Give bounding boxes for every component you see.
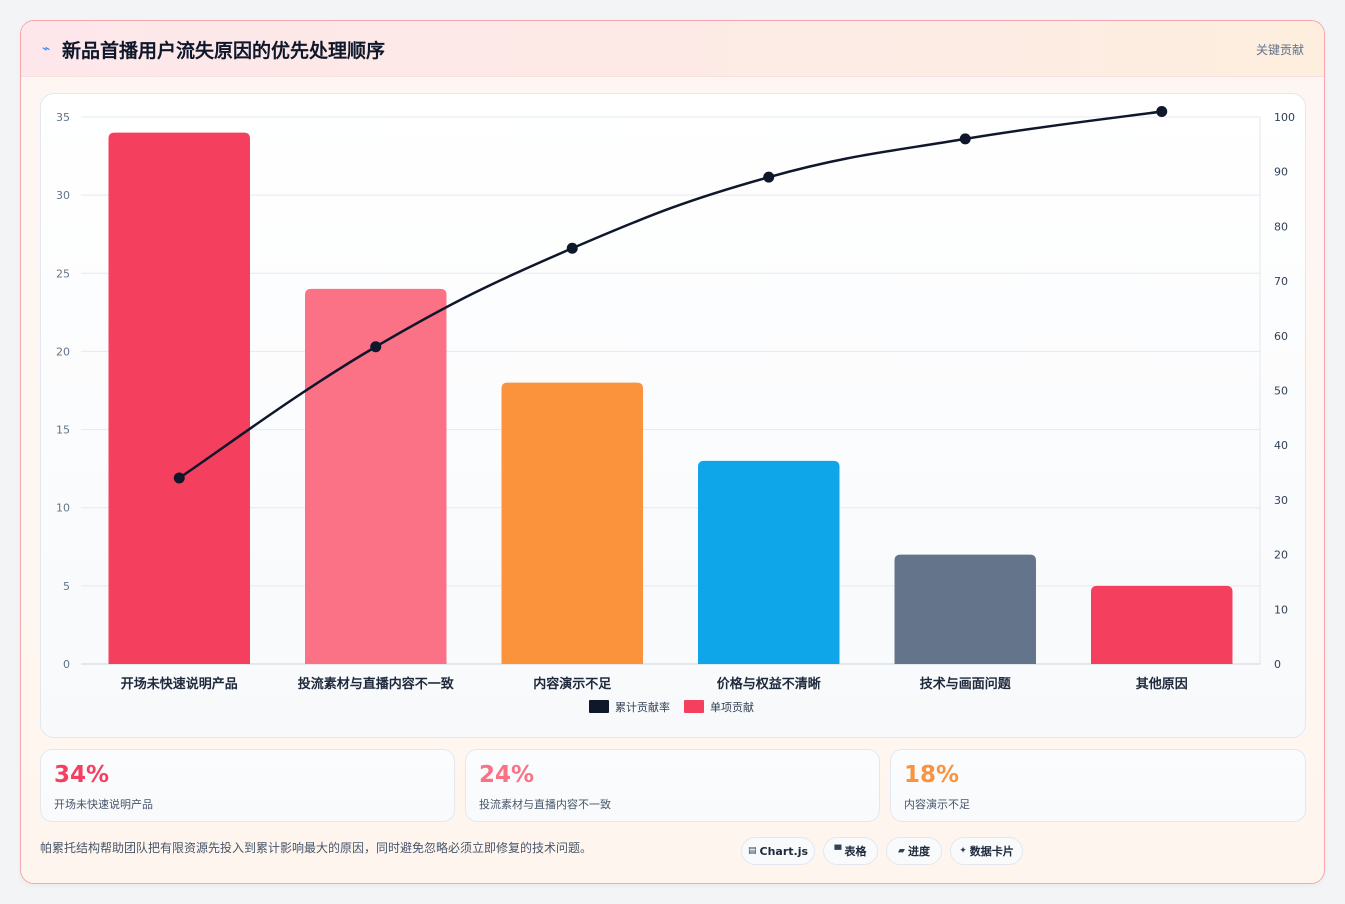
progress-icon: ▰ xyxy=(898,846,905,856)
legend-swatch xyxy=(684,700,704,713)
stat-value: 24% xyxy=(479,762,535,788)
x-tick-label: 价格与权益不清晰 xyxy=(717,676,821,692)
x-tick-label: 内容演示不足 xyxy=(533,676,612,692)
bar xyxy=(894,554,1036,664)
bar xyxy=(1091,585,1233,664)
line-point xyxy=(1156,106,1168,118)
stat-label: 内容演示不足 xyxy=(904,798,970,811)
y2-tick-label: 40 xyxy=(1274,439,1288,452)
stat-card: 34% 开场未快速说明产品 xyxy=(40,749,455,822)
y-tick-label: 20 xyxy=(56,345,70,358)
y-tick-label: 10 xyxy=(56,502,70,515)
bar xyxy=(108,132,250,665)
chart-icon: ⌁ xyxy=(42,41,51,57)
x-tick-label: 技术与画面问题 xyxy=(920,676,1012,692)
y2-tick-label: 20 xyxy=(1274,549,1288,562)
stat-card: 18% 内容演示不足 xyxy=(890,749,1306,822)
y-tick-label: 15 xyxy=(56,424,70,437)
stat-label: 开场未快速说明产品 xyxy=(54,798,153,811)
legend-label: 累计贡献率 xyxy=(615,700,670,714)
line-point xyxy=(959,133,971,145)
pill-label: 表格 xyxy=(844,845,867,858)
y-tick-label: 5 xyxy=(63,580,70,593)
stat-card: 24% 投流素材与直播内容不一致 xyxy=(465,749,880,822)
y2-tick-label: 100 xyxy=(1274,111,1295,124)
cumulative-line xyxy=(178,110,1162,480)
bar xyxy=(698,460,840,664)
chart-panel: 0 5 10 15 20 25 30 35 0 10 20 30 40 50 60 70 80 90 100 开场未快… xyxy=(40,93,1306,738)
pill-label: 数据卡片 xyxy=(969,845,1014,858)
chart-icon: ▤ xyxy=(747,846,757,856)
line-point xyxy=(370,341,382,353)
pareto-card: ⌁ 新品首播用户流失原因的优先处理顺序 关键贡献 0 5 10 15 20 25 30 35 0… xyxy=(20,20,1325,884)
x-tick-label: 投流素材与直播内容不一致 xyxy=(298,676,455,692)
y-tick-label: 30 xyxy=(56,189,70,202)
y-tick-label: 35 xyxy=(56,111,70,124)
x-tick-label: 其他原因 xyxy=(1136,676,1188,692)
y2-tick-label: 50 xyxy=(1274,385,1288,398)
table-icon: ▀ xyxy=(834,846,842,856)
y2-tick-label: 10 xyxy=(1274,603,1288,616)
page-title: 新品首播用户流失原因的优先处理顺序 xyxy=(62,40,386,62)
y2-tick-label: 30 xyxy=(1274,494,1288,507)
legend-label: 单项贡献 xyxy=(710,700,754,714)
stat-label: 投流素材与直播内容不一致 xyxy=(479,798,611,811)
y2-tick-label: 80 xyxy=(1274,220,1288,233)
line-point xyxy=(763,171,775,183)
bar xyxy=(305,288,447,664)
progress-pill[interactable]: ▰ 进度 xyxy=(886,837,942,865)
y-tick-label: 25 xyxy=(56,267,70,280)
y2-tick-label: 90 xyxy=(1274,166,1288,179)
y2-tick-label: 70 xyxy=(1274,275,1288,288)
bar xyxy=(501,382,643,664)
pareto-chart: 0 5 10 15 20 25 30 35 0 10 20 30 40 50 60 70 80 90 100 开场未快… xyxy=(56,106,1295,714)
chartjs-pill[interactable]: ▤ Chart.js xyxy=(741,837,815,865)
data-card-pill[interactable]: ✦ 数据卡片 xyxy=(950,837,1023,865)
y-tick-label: 0 xyxy=(63,658,70,671)
card-header: ⌁ 新品首播用户流失原因的优先处理顺序 关键贡献 xyxy=(21,21,1324,77)
y2-tick-label: 0 xyxy=(1274,658,1281,671)
y2-tick-label: 60 xyxy=(1274,330,1288,343)
pill-label: 进度 xyxy=(907,845,930,858)
stat-value: 18% xyxy=(904,762,960,788)
pill-label: Chart.js xyxy=(759,844,809,858)
stat-value: 34% xyxy=(54,762,110,788)
legend-swatch xyxy=(589,700,609,713)
line-point xyxy=(173,472,185,484)
x-tick-label: 开场未快速说明产品 xyxy=(121,676,238,692)
header-tag: 关键贡献 xyxy=(1255,43,1304,57)
line-point xyxy=(566,242,578,254)
footer-note: 帕累托结构帮助团队把有限资源先投入到累计影响最大的原因，同时避免忽略必须立即修复… xyxy=(40,841,593,855)
table-pill[interactable]: ▀ 表格 xyxy=(823,837,878,865)
card-icon: ✦ xyxy=(959,846,967,856)
